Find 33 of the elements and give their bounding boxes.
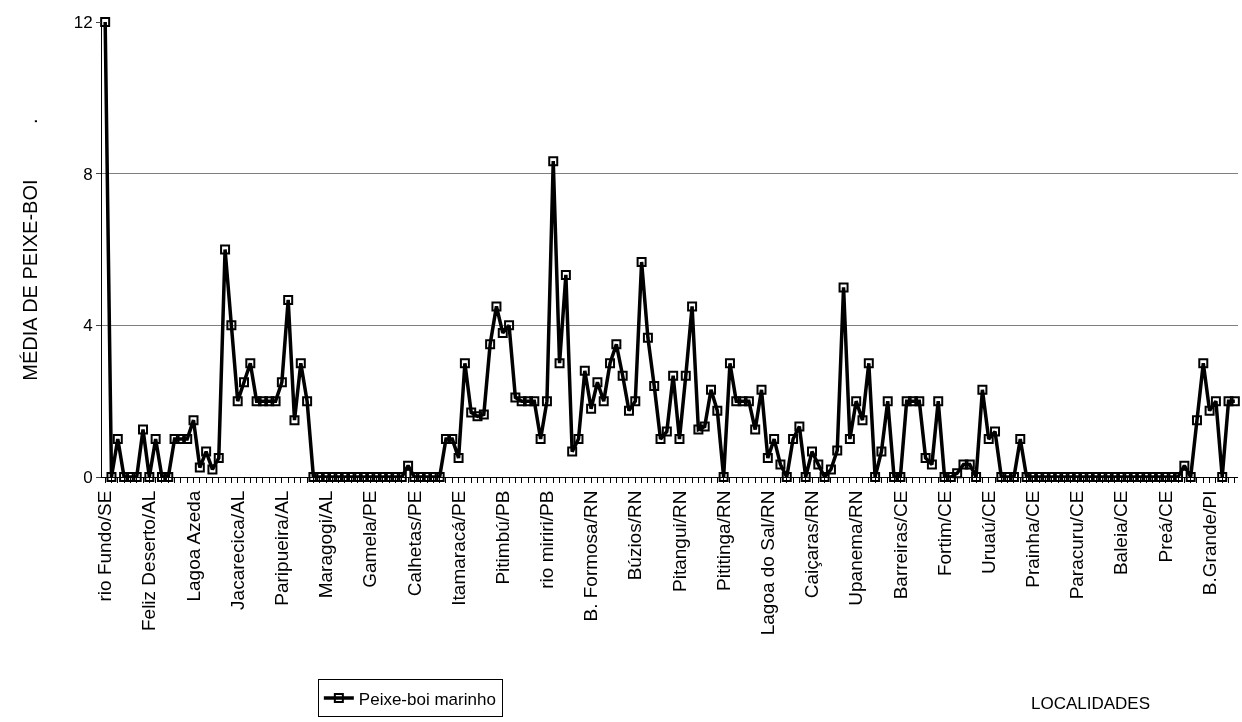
x-tick-label: Lagoa Azeda [182, 490, 204, 602]
x-tick-label: Pitangui/RN [668, 490, 690, 592]
x-tick-label: Baleia/CE [1110, 490, 1132, 576]
x-tick-label: Pititinga/RN [712, 490, 734, 591]
x-tick-label: Lagoa do Sal/RN [756, 490, 778, 636]
y-tick-label: 0 [83, 467, 93, 487]
x-tick-label: Preá/CE [1154, 490, 1176, 563]
x-tick-label: Maragogi/AL [315, 490, 337, 599]
legend-label: Peixe-boi marinho [358, 689, 496, 709]
x-tick-label: Prainha/CE [1022, 490, 1044, 588]
x-tick-label: Feliz Deserto/AL [138, 490, 160, 632]
y-tick-label: 4 [83, 316, 93, 336]
x-tick-label: Uruaú/CE [977, 490, 999, 575]
x-tick-label: rio Fundo/SE [94, 490, 116, 602]
x-tick-label: Calhetas/PE [403, 490, 425, 597]
x-tick-label: Paracuru/CE [1066, 490, 1088, 600]
x-tick-label: Barreiras/CE [889, 490, 911, 600]
y-tick-label: 12 [73, 12, 93, 32]
x-tick-label: Itamaracá/PE [447, 490, 469, 606]
x-tick-label: Fortim/CE [933, 490, 955, 577]
x-tick-label: Pitimbú/PB [491, 490, 513, 585]
y-tick-label: 8 [83, 164, 93, 184]
x-tick-label: Búzios/RN [624, 490, 646, 581]
x-tick-label: Upanema/RN [845, 490, 867, 606]
x-tick-label: Caiçaras/RN [801, 490, 823, 599]
x-tick-label: Jacarecica/AL [226, 490, 248, 610]
x-tick-label: rio miriri/PB [536, 490, 558, 589]
y-axis-title: MÉDIA DE PEIXE-BOI . [19, 118, 42, 381]
x-axis-title: LOCALIDADES [1031, 694, 1151, 713]
x-tick-label: Gamela/PE [359, 490, 381, 588]
x-tick-label: B. Formosa/RN [580, 490, 602, 622]
x-tick-label: Paripueira/AL [271, 490, 293, 606]
x-tick-label: B.Grande/PI [1198, 490, 1220, 596]
